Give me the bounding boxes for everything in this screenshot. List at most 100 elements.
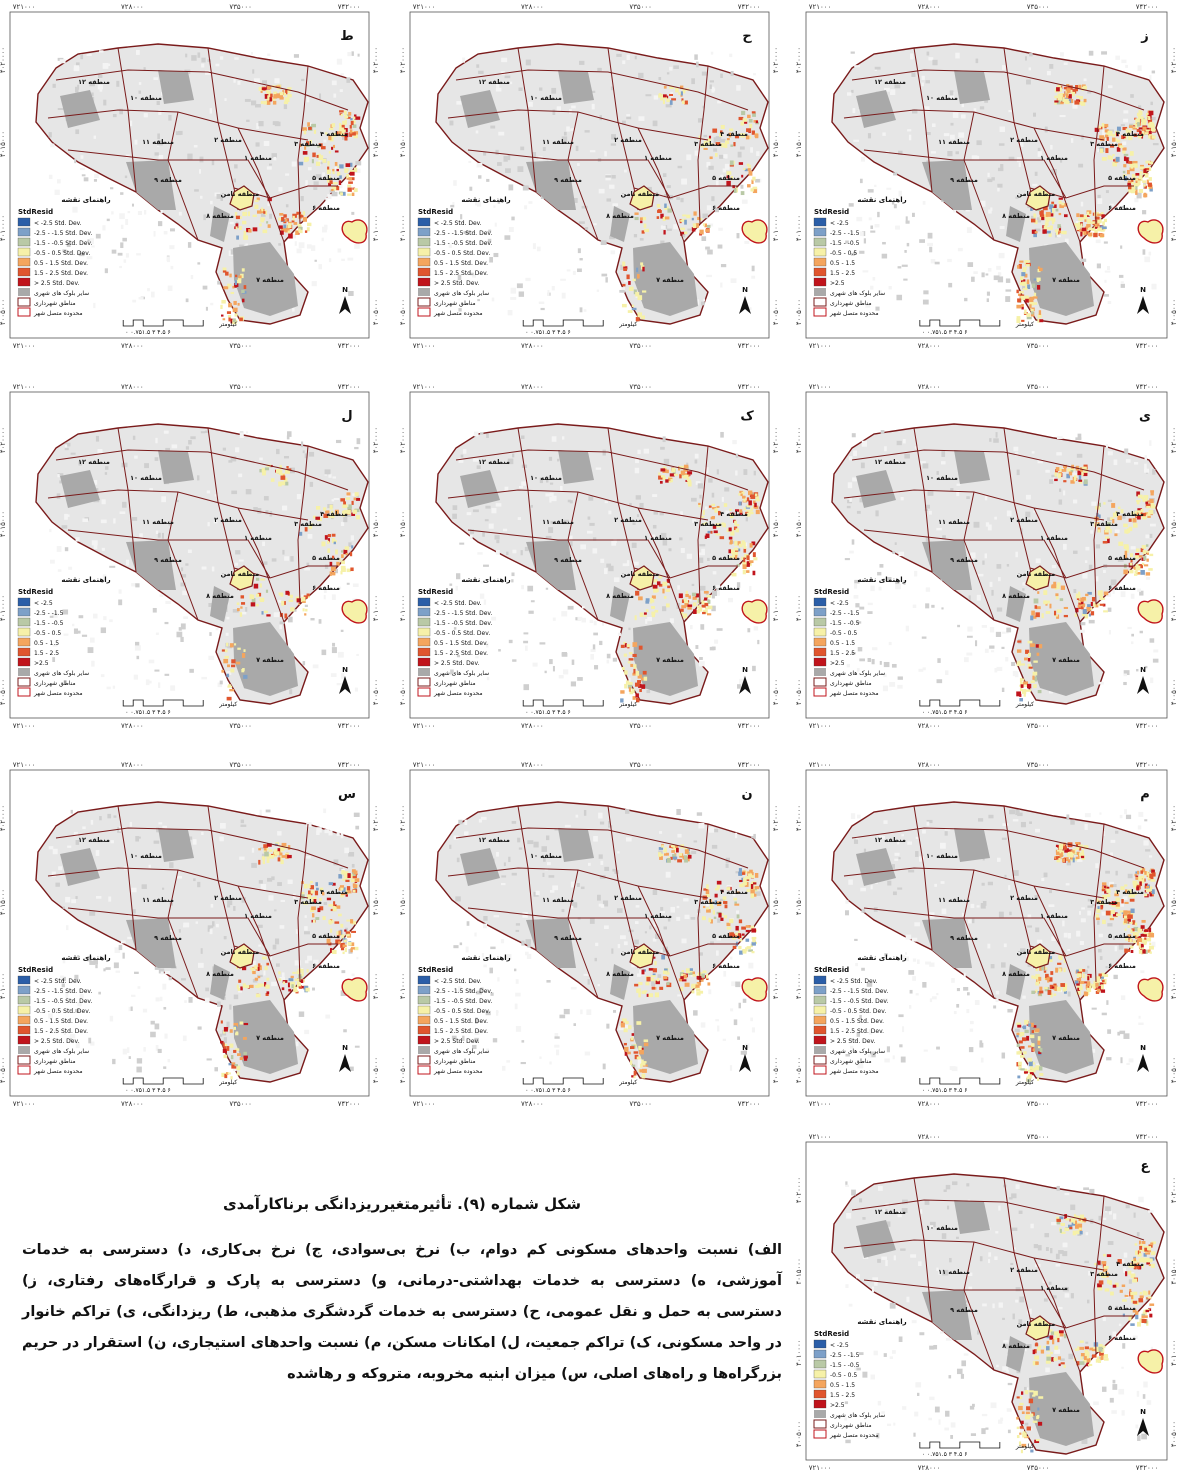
district-boundary: [697, 823, 709, 983]
urban-block: [132, 299, 137, 303]
urban-block: [867, 602, 873, 606]
district-label: منطقه ۴: [320, 888, 348, 896]
residual-block: [631, 1036, 634, 1041]
residual-block: [1017, 298, 1022, 303]
residual-block: [342, 951, 345, 955]
urban-block: [301, 78, 305, 82]
residual-block: [1138, 110, 1142, 116]
urban-block: [106, 686, 111, 690]
legend-swatch: [17, 677, 31, 687]
residual-block: [237, 608, 240, 612]
residual-block: [633, 1051, 639, 1054]
residual-block: [685, 479, 688, 482]
residual-block: [348, 176, 352, 181]
residual-block: [638, 596, 643, 601]
legend-label: -1.5 - -0.5 Std. Dev.: [434, 240, 492, 247]
urban-block: [930, 259, 936, 264]
urban-block: [927, 242, 933, 247]
urban-block: [583, 809, 587, 816]
urban-block: [925, 587, 931, 592]
residual-block: [731, 572, 737, 577]
urban-block: [253, 507, 258, 512]
residual-block: [743, 547, 747, 553]
residual-block: [707, 599, 711, 604]
residual-block: [265, 589, 269, 593]
residual-block: [755, 497, 758, 502]
urban-block: [1083, 605, 1088, 609]
urban-block: [75, 129, 80, 135]
urban-block: [111, 211, 114, 215]
residual-block: [1045, 600, 1050, 604]
urban-block: [1077, 433, 1082, 439]
residual-block: [330, 513, 335, 519]
urban-block: [350, 535, 355, 541]
residual-block: [751, 111, 756, 114]
urban-block: [119, 511, 126, 515]
urban-block: [310, 245, 316, 251]
urban-block: [210, 200, 213, 205]
urban-block: [1148, 251, 1152, 256]
urban-block: [130, 1006, 133, 1011]
urban-block: [345, 512, 352, 517]
north-label: N: [742, 1044, 748, 1052]
urban-block: [680, 511, 683, 517]
residual-block: [1049, 204, 1054, 210]
legend-swatch: [417, 1035, 431, 1045]
urban-block: [302, 661, 306, 666]
residual-block: [263, 850, 266, 853]
residual-block: [350, 120, 354, 126]
urban-block: [158, 968, 165, 974]
residual-block: [742, 118, 748, 122]
legend-swatch: [17, 217, 31, 227]
urban-block: [1123, 110, 1129, 114]
urban-block: [910, 53, 914, 60]
residual-block: [669, 473, 675, 477]
urban-block: [163, 430, 169, 434]
urban-block: [340, 629, 344, 632]
legend-label: -0.5 - 0.5 Std. Dev.: [34, 250, 90, 257]
residual-block: [656, 581, 661, 586]
residual-block: [339, 885, 345, 889]
urban-block: [162, 983, 167, 990]
urban-block: [659, 513, 664, 516]
residual-block: [1120, 509, 1124, 514]
residual-block: [624, 670, 628, 675]
residual-block: [295, 230, 299, 235]
samen-district: [229, 943, 255, 969]
urban-block: [324, 564, 329, 569]
scale-bar-line: [522, 319, 604, 327]
residual-block: [639, 217, 643, 221]
legend-label: محدوده متصل شهر: [433, 310, 483, 317]
urban-block: [735, 453, 739, 458]
urban-block: [523, 684, 530, 691]
residual-block: [682, 214, 687, 217]
map-content: ۷۲۱۰۰۰۷۲۱۰۰۰۷۲۸۰۰۰۷۲۸۰۰۰۷۳۵۰۰۰۷۳۵۰۰۰۷۴۲۰…: [796, 383, 1178, 730]
urban-block: [564, 824, 571, 828]
residual-block: [698, 502, 701, 506]
legend-label: 1.5 - 2.5: [830, 650, 855, 657]
residual-block: [1078, 84, 1082, 89]
residual-block: [1111, 503, 1116, 508]
urban-block: [145, 679, 150, 686]
residual-block: [281, 600, 285, 606]
urban-block: [482, 923, 488, 929]
residual-block: [703, 906, 706, 909]
residual-block: [661, 845, 664, 848]
urban-block: [522, 912, 528, 918]
urban-block: [64, 444, 68, 449]
residual-block: [332, 132, 337, 137]
residual-block: [237, 987, 240, 991]
urban-block: [931, 123, 936, 128]
residual-block: [699, 990, 704, 994]
residual-block: [1099, 233, 1105, 238]
residual-block: [684, 846, 688, 850]
urban-block: [748, 962, 754, 969]
urban-block: [267, 53, 271, 56]
residual-block: [741, 882, 746, 886]
urban-block: [188, 439, 192, 445]
residual-block: [721, 522, 725, 526]
urban-block: [740, 184, 744, 189]
urban-block: [245, 606, 248, 612]
residual-block: [718, 912, 722, 918]
